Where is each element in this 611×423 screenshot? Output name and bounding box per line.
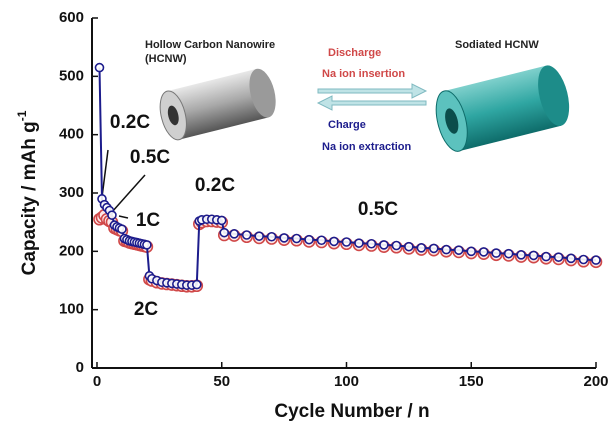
rate-label: 0.2C (110, 112, 150, 133)
y-tick-label: 100 (59, 301, 84, 318)
charge-point (107, 210, 117, 220)
charge-point (416, 243, 427, 253)
charge-point (191, 279, 202, 290)
charge-point (216, 215, 227, 226)
charge-point (219, 227, 230, 238)
charge-point (341, 237, 352, 247)
y-tick-label: 500 (59, 67, 84, 84)
rate-label: 0.5C (358, 199, 398, 220)
charge-point (117, 224, 127, 234)
y-axis-label: Capacity / mAh g-1 (15, 110, 40, 275)
x-tick-label: 150 (459, 373, 484, 390)
inset-label: Hollow Carbon Nanowire (145, 39, 275, 51)
charge-point (541, 251, 551, 262)
charge-point (254, 231, 264, 241)
inset-label: Charge (328, 119, 366, 131)
charge-point (391, 240, 402, 251)
charge-point (466, 246, 477, 257)
inset-label: Discharge (328, 47, 381, 59)
inset-label: Na ion insertion (322, 68, 405, 80)
y-tick-label: 400 (59, 126, 84, 143)
x-tick-label: 100 (334, 373, 359, 390)
charge-point (478, 247, 489, 257)
x-axis-label: Cycle Number / n (274, 401, 429, 422)
rate-label: 0.2C (195, 175, 235, 196)
charge-point (491, 248, 501, 258)
reaction-arrows (316, 83, 428, 111)
charge-point (503, 248, 514, 259)
y-tick-label: 600 (59, 9, 84, 26)
charge-point (453, 245, 464, 255)
charge-point (142, 240, 152, 250)
y-tick-label: 200 (59, 242, 84, 259)
inset-label: Na ion extraction (322, 141, 412, 153)
charge-point (94, 62, 105, 73)
charge-point (566, 253, 576, 264)
y-tick-label: 300 (59, 184, 84, 201)
inset-label: (HCNW) (145, 53, 187, 65)
rate-label: 0.5C (130, 147, 170, 168)
rate-label: 2C (134, 299, 159, 320)
charge-point (366, 238, 377, 249)
charge-point (266, 231, 277, 242)
charge-point (354, 238, 364, 248)
charge-point (429, 243, 439, 254)
charge-point (591, 255, 601, 265)
hcnw-cylinder (159, 68, 276, 141)
charge-point (553, 252, 564, 262)
charge-point (329, 236, 339, 247)
y-axis-label-text: Capacity / mAh g (19, 121, 40, 275)
rate-label: 1C (136, 210, 161, 231)
charge-point (279, 233, 289, 243)
charge-point (291, 233, 302, 244)
x-tick-label: 50 (213, 373, 230, 390)
charge-point (316, 235, 327, 246)
charge-point (379, 240, 389, 250)
x-tick-label: 0 (93, 373, 101, 390)
charge-point (229, 229, 240, 239)
x-tick-label: 200 (583, 373, 608, 390)
sodiated-cylinder (435, 65, 570, 152)
y-tick-label: 0 (76, 359, 84, 376)
inset-label: Sodiated HCNW (455, 39, 539, 51)
y-axis-label-superscript: -1 (15, 110, 29, 121)
charge-point (528, 250, 539, 261)
charge-point (578, 254, 589, 265)
charge-point (304, 234, 314, 245)
charge-point (404, 241, 414, 252)
charge-point (516, 250, 526, 260)
charge-point (441, 244, 452, 255)
charge-point (241, 230, 252, 240)
